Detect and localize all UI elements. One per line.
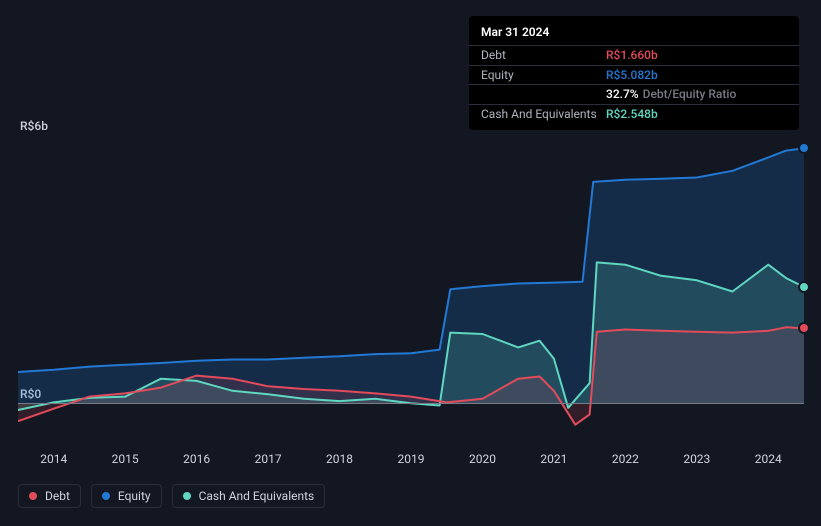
legend-label: Cash And Equivalents <box>199 489 315 503</box>
tooltip-row-label <box>481 86 606 103</box>
legend-swatch <box>183 492 191 500</box>
x-tick-label: 2020 <box>469 452 496 466</box>
legend-swatch <box>102 492 110 500</box>
tooltip-row-value: R$1.660b <box>606 47 658 64</box>
x-tick-label: 2015 <box>112 452 139 466</box>
tooltip-row-label: Debt <box>481 47 606 64</box>
tooltip-title: Mar 31 2024 <box>469 22 799 46</box>
tooltip-row: DebtR$1.660b <box>469 46 799 66</box>
x-tick-label: 2014 <box>40 452 67 466</box>
x-tick-label: 2017 <box>255 452 282 466</box>
series-end-marker <box>798 322 810 334</box>
tooltip-row-label: Equity <box>481 67 606 84</box>
legend-label: Debt <box>45 489 70 503</box>
series-end-marker <box>798 281 810 293</box>
tooltip-row: Cash And EquivalentsR$2.548b <box>469 105 799 124</box>
chart-legend: Debt Equity Cash And Equivalents <box>18 484 325 508</box>
legend-swatch <box>29 492 37 500</box>
zero-baseline <box>18 403 804 404</box>
tooltip-row-sublabel: Debt/Equity Ratio <box>643 87 737 101</box>
chart-plot-area <box>18 135 804 448</box>
tooltip-row-value: 32.7%Debt/Equity Ratio <box>606 86 736 103</box>
tooltip-row-value: R$2.548b <box>606 106 658 123</box>
tooltip-row: 32.7%Debt/Equity Ratio <box>469 85 799 105</box>
area-chart-svg <box>18 135 804 448</box>
tooltip-row: EquityR$5.082b <box>469 66 799 86</box>
x-tick-label: 2023 <box>683 452 710 466</box>
data-tooltip: Mar 31 2024 DebtR$1.660bEquityR$5.082b32… <box>469 16 799 130</box>
x-tick-label: 2024 <box>755 452 782 466</box>
x-tick-label: 2019 <box>398 452 425 466</box>
y-tick-label: R$6b <box>20 119 48 133</box>
tooltip-row-value: R$5.082b <box>606 67 658 84</box>
x-tick-label: 2016 <box>183 452 210 466</box>
legend-item[interactable]: Cash And Equivalents <box>172 484 326 508</box>
x-tick-label: 2022 <box>612 452 639 466</box>
legend-label: Equity <box>118 489 151 503</box>
legend-item[interactable]: Equity <box>91 484 162 508</box>
x-tick-label: 2021 <box>540 452 567 466</box>
tooltip-row-label: Cash And Equivalents <box>481 106 606 123</box>
x-tick-label: 2018 <box>326 452 353 466</box>
legend-item[interactable]: Debt <box>18 484 81 508</box>
series-end-marker <box>798 142 810 154</box>
